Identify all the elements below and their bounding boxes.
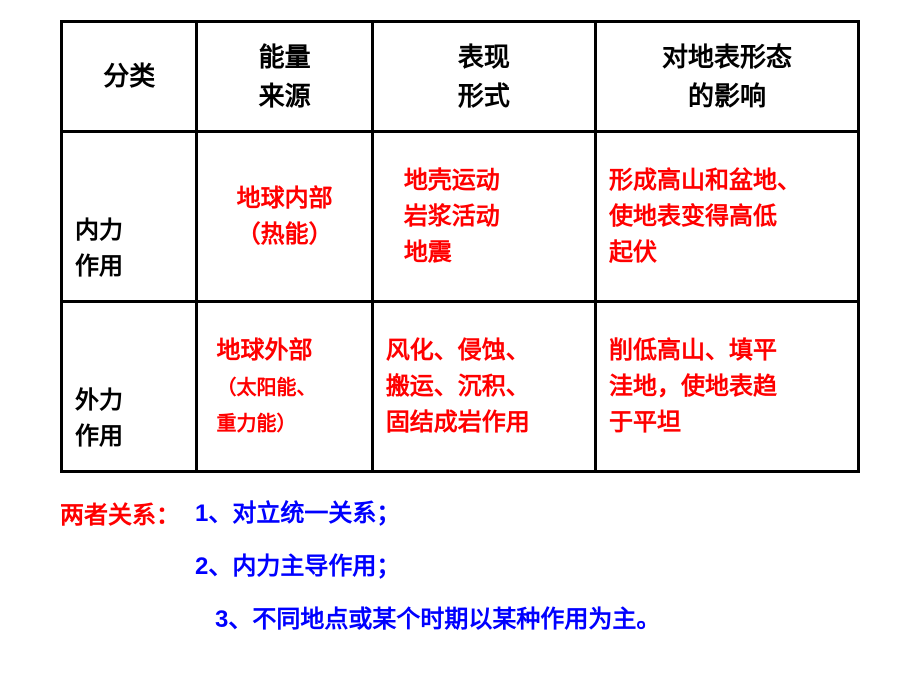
cell-text: （热能） [237, 221, 333, 248]
header-text: 能量 [259, 42, 311, 72]
cell-internal-effect: 形成高山和盆地、 使地表变得高低 起伏 [595, 132, 858, 302]
cell-text: 起伏 [609, 239, 657, 266]
row-label-internal: 内力 作用 [62, 132, 197, 302]
header-energy: 能量 来源 [197, 22, 372, 132]
label-text: 外力 [75, 387, 123, 414]
cell-text: 于平坦 [609, 409, 681, 436]
header-text: 对地表形态 [662, 42, 792, 72]
label-text: 作用 [75, 423, 123, 450]
cell-external-energy: 地球外部 （太阳能、 重力能） [197, 302, 372, 472]
cell-text: 地球内部 [237, 185, 333, 212]
relations-list: 1、对立统一关系； 2、内力主导作用； 3、不同地点或某个时期以某种作用为主。 [195, 493, 660, 634]
cell-internal-form: 地壳运动 岩浆活动 地震 [372, 132, 595, 302]
cell-external-form: 风化、侵蚀、 搬运、沉积、 固结成岩作用 [372, 302, 595, 472]
cell-text: 地震 [404, 239, 452, 266]
cell-text: 地壳运动 [404, 167, 500, 194]
cell-internal-energy: 地球内部 （热能） [197, 132, 372, 302]
cell-text: 地球外部 [216, 337, 312, 364]
header-category: 分类 [62, 22, 197, 132]
cell-text: 使地表变得高低 [609, 203, 777, 230]
relation-item: 1、对立统一关系； [195, 493, 660, 528]
cell-text: 岩浆活动 [404, 203, 500, 230]
cell-text: 风化、侵蚀、 [386, 337, 530, 364]
cell-external-effect: 削低高山、填平 洼地，使地表趋 于平坦 [595, 302, 858, 472]
header-form: 表现 形式 [372, 22, 595, 132]
table-row-internal: 内力 作用 地球内部 （热能） 地壳运动 岩浆活动 地震 形成高山和盆地、 使地… [62, 132, 859, 302]
row-label-external: 外力 作用 [62, 302, 197, 472]
relations-section: 两者关系： 1、对立统一关系； 2、内力主导作用； 3、不同地点或某个时期以某种… [60, 493, 860, 634]
cell-text: 形成高山和盆地、 [609, 167, 801, 194]
header-text: 形式 [458, 81, 510, 111]
label-text: 作用 [75, 253, 123, 280]
header-text: 来源 [259, 81, 311, 111]
cell-text: 洼地，使地表趋 [609, 373, 777, 400]
table-row-external: 外力 作用 地球外部 （太阳能、 重力能） 风化、侵蚀、 搬运、沉积、 固结成岩… [62, 302, 859, 472]
cell-text: 削低高山、填平 [609, 337, 777, 364]
cell-text: 固结成岩作用 [386, 409, 530, 436]
cell-text: 搬运、沉积、 [386, 373, 530, 400]
cell-text: （太阳能、 [216, 377, 316, 399]
header-effect: 对地表形态 的影响 [595, 22, 858, 132]
relations-label: 两者关系： [60, 495, 185, 530]
cell-text: 重力能） [216, 413, 296, 435]
geology-table: 分类 能量 来源 表现 形式 对地表形态 的影响 内力 作用 地球内部 （热能）… [60, 20, 860, 473]
header-text: 分类 [103, 61, 155, 91]
header-text: 的影响 [688, 81, 766, 111]
relation-item: 3、不同地点或某个时期以某种作用为主。 [215, 599, 660, 634]
table-header-row: 分类 能量 来源 表现 形式 对地表形态 的影响 [62, 22, 859, 132]
label-text: 内力 [75, 217, 123, 244]
header-text: 表现 [458, 42, 510, 72]
relation-item: 2、内力主导作用； [195, 546, 660, 581]
